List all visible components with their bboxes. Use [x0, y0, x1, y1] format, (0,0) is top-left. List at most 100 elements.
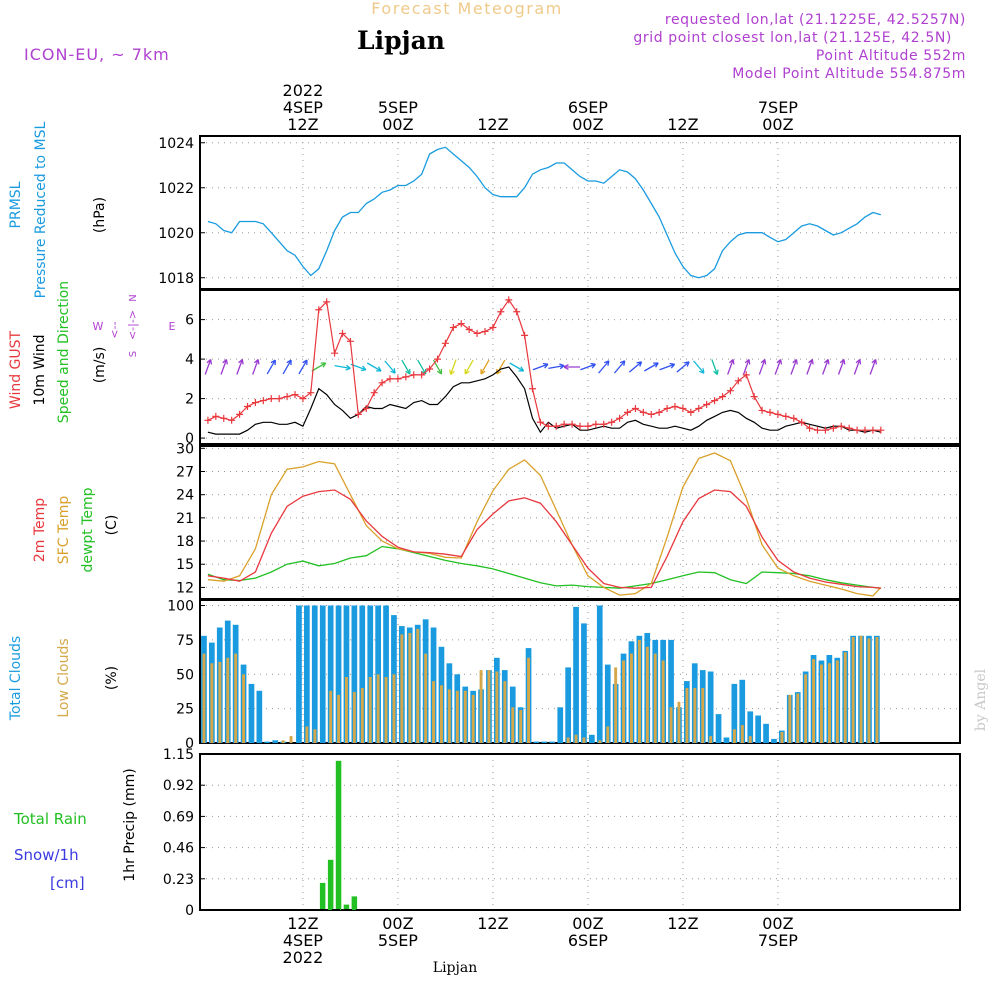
wind-arrow-shaft	[790, 359, 798, 375]
low-cloud-bar	[875, 637, 879, 743]
top-time-label: 5SEP	[378, 98, 418, 117]
pressure-ytick-label: 1024	[158, 136, 194, 152]
low-cloud-bar	[582, 737, 586, 743]
total-cloud-bar	[335, 605, 342, 743]
wind-gust-marker	[497, 308, 505, 316]
low-cloud-bar	[598, 740, 602, 744]
wind-direction-arrow	[727, 358, 735, 375]
total-cloud-bar	[573, 606, 579, 743]
wind-arrow-shaft	[806, 359, 813, 375]
wind-gust-marker	[291, 391, 299, 399]
total-cloud-bar	[581, 623, 587, 743]
temp-ytick-label: 21	[176, 511, 194, 527]
low-cloud-bar	[661, 660, 665, 743]
bottom-time-label: 00Z	[382, 914, 413, 933]
wind-arrow-head	[875, 359, 878, 365]
wind-gust-marker	[307, 389, 315, 397]
wind-gust-marker	[544, 422, 552, 430]
total-cloud-bar	[596, 605, 603, 743]
wind-arrow-head	[206, 358, 212, 364]
wind-gust-marker	[592, 420, 600, 428]
top-time-label: 6SEP	[568, 98, 608, 117]
wind-direction-arrow	[869, 358, 878, 375]
wind-gust-marker	[473, 329, 481, 337]
low-cloud-bar	[392, 674, 396, 744]
wind-gust-label: Wind GUST	[8, 330, 24, 409]
wind-gust-marker	[687, 408, 695, 416]
wind-arrow-shaft	[298, 359, 308, 375]
wind-arrow-head	[520, 366, 525, 372]
wind-arrow-head	[764, 359, 767, 365]
cloud-ytick-label: 25	[176, 702, 194, 718]
wind-gust-marker	[204, 416, 212, 424]
pressure-ytick-label: 1022	[158, 181, 194, 197]
total-cloud-bar	[707, 671, 714, 743]
low-cloud-bar	[313, 729, 317, 744]
temp-ytick-label: 12	[176, 580, 194, 596]
wind-ytick-label: 0	[185, 431, 194, 447]
wind-arrow-head	[684, 361, 690, 364]
temp-2m-line	[207, 489, 881, 589]
wind-gust-marker	[410, 371, 418, 379]
top-time-label: 4SEP	[283, 98, 323, 117]
wind-arrow-shaft	[774, 359, 782, 375]
wind-arrow-head	[496, 370, 502, 375]
low-cloud-bar	[733, 729, 736, 744]
wind-arrow-head	[623, 360, 626, 366]
low-cloud-bar	[487, 670, 491, 743]
total-cloud-bar	[731, 683, 738, 743]
precip-panel: 0 0.23 0.46 0.69 0.92 1.15	[163, 747, 961, 919]
wind-arrow-shaft	[598, 360, 610, 374]
wind-arrow-head	[390, 370, 396, 374]
bottom-time-label: 12Z	[287, 914, 318, 933]
low-cloud-bar	[645, 646, 649, 744]
low-cloud-bar	[614, 667, 618, 743]
wind-gust-marker	[489, 324, 497, 332]
bottom-time-label: 7SEP	[758, 931, 798, 950]
top-time-label: 00Z	[382, 115, 413, 134]
wind-gust-marker	[631, 404, 639, 412]
wind-arrow-head	[607, 360, 610, 366]
wind-gust-marker	[244, 402, 251, 410]
wind-gust-marker	[568, 420, 576, 428]
model-altitude: Model Point Altitude 554.875m	[732, 66, 966, 82]
wind-gust-marker	[726, 387, 734, 395]
total-cloud-bar	[296, 605, 302, 743]
wind-gust-marker	[481, 327, 489, 335]
bottom-time-label: 00Z	[762, 914, 793, 933]
wind-arrow-head	[253, 358, 259, 364]
sfc-temp-label: SFC Temp	[56, 496, 72, 565]
low-cloud-bar	[519, 710, 523, 743]
total-cloud-bar	[715, 714, 722, 743]
low-cloud-bar	[408, 633, 412, 743]
wind-direction-arrow	[822, 358, 830, 375]
wind-arrow-shaft	[837, 359, 845, 375]
wind-gust-marker	[837, 422, 845, 430]
low-cloud-bar	[463, 690, 467, 744]
wind-gust-marker	[584, 422, 592, 430]
total-cloud-bar	[319, 605, 326, 743]
wind-direction-arrow	[449, 359, 457, 376]
wind-direction-arrow	[613, 360, 626, 374]
total-cloud-bar	[771, 738, 777, 743]
wind-direction-arrow	[532, 362, 549, 371]
low-cloud-bar	[638, 639, 641, 743]
total-cloud-bar	[367, 605, 374, 743]
wind-arrow-head	[346, 364, 351, 369]
precip-unit: 1hr Precip (mm)	[122, 768, 138, 881]
wind-ytick-label: 6	[185, 313, 194, 329]
wind-direction-arrow	[711, 359, 719, 376]
low-cloud-bar	[709, 736, 713, 743]
wind-gust-marker	[877, 426, 885, 434]
snow-label: Snow/1h	[14, 846, 79, 864]
compass-east: E	[169, 320, 176, 333]
wind-arrow-shaft	[727, 359, 734, 375]
wind-arrow-head	[619, 360, 625, 364]
wind-gust-marker	[552, 422, 560, 430]
wind-gust-marker	[275, 395, 283, 403]
total-cloud-bar	[541, 741, 548, 743]
wind-gust-marker	[766, 408, 774, 416]
snow-unit-label: [cm]	[50, 874, 85, 892]
pressure-unit: (hPa)	[92, 197, 108, 233]
wind-arrow-shaft	[711, 359, 718, 375]
